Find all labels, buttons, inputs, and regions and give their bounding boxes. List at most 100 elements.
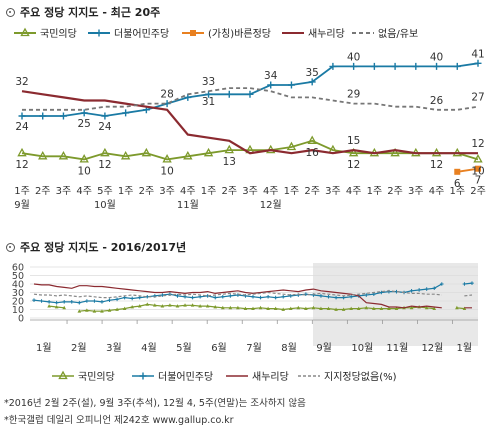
circle-bullet-icon — [6, 243, 15, 252]
data-point — [47, 300, 51, 304]
data-point — [266, 306, 270, 311]
data-point — [417, 288, 421, 292]
data-point — [273, 306, 278, 311]
legend-item: 국민의당 — [52, 370, 115, 383]
data-label: 33 — [202, 76, 215, 88]
data-label: 32 — [15, 76, 28, 88]
data-point — [220, 294, 225, 299]
series-line — [33, 290, 473, 299]
data-label: 41 — [471, 48, 484, 60]
data-point — [319, 306, 323, 311]
data-point — [304, 292, 308, 296]
data-point — [153, 303, 157, 307]
data-point — [183, 150, 193, 160]
series-line — [457, 167, 479, 173]
y-tick-label: 20 — [12, 297, 24, 308]
data-label: 12 — [98, 159, 111, 171]
footnote-2: *한국갤럽 데일리 오피니언 제242호 www.gallup.co.kr — [4, 415, 234, 426]
legend-marker — [58, 370, 68, 380]
data-label: 6 — [454, 178, 461, 190]
data-point — [273, 295, 278, 300]
data-point — [304, 306, 308, 311]
data-label: 12 — [347, 159, 360, 171]
legend-item: 지지정당없음(%) — [298, 370, 397, 383]
x-tick-label: 4월 — [141, 342, 157, 354]
data-label: 24 — [15, 121, 29, 133]
x-tick-label: 6월 — [211, 342, 227, 354]
data-point — [77, 300, 82, 305]
x-tick-label: 1주 — [367, 186, 383, 197]
data-point — [307, 135, 317, 144]
y-tick-label: 50 — [12, 271, 24, 282]
data-label: 31 — [202, 96, 215, 108]
data-point — [473, 154, 483, 163]
data-point — [348, 147, 359, 157]
legend-item: (가칭)바른정당 — [182, 28, 271, 40]
data-label: 40 — [347, 51, 360, 63]
data-point — [474, 59, 482, 67]
data-point — [372, 306, 376, 311]
data-point — [54, 304, 59, 309]
chart1-title-text: 주요 정당 지지도 - 최근 20주 — [20, 6, 161, 19]
data-point — [77, 309, 82, 313]
data-point — [62, 300, 67, 304]
x-tick-label: 1주 — [284, 186, 300, 197]
x-tick-label: 2주 — [470, 186, 486, 197]
data-point — [356, 306, 361, 311]
data-point — [236, 305, 240, 310]
data-point — [213, 304, 218, 309]
data-point — [122, 109, 130, 117]
y-tick-label: 30 — [12, 288, 24, 299]
data-point — [32, 298, 36, 302]
data-label: 10 — [471, 165, 484, 177]
data-label: 12 — [430, 159, 443, 171]
data-point — [412, 62, 420, 70]
data-point — [190, 303, 195, 307]
legend-item: 국민의당 — [14, 27, 77, 40]
data-point — [85, 308, 89, 312]
series-line — [33, 283, 472, 309]
legend-label: 국민의당 — [78, 371, 115, 383]
x-tick-label: 2주 — [304, 186, 320, 197]
data-point — [326, 294, 331, 299]
legend-label: 새누리당 — [308, 28, 345, 40]
data-point — [349, 306, 353, 311]
x-tick-label: 1월 — [36, 342, 52, 354]
data-point — [288, 294, 293, 298]
data-point — [462, 282, 467, 286]
x-tick-label: 4주 — [429, 186, 445, 197]
x-tick-label: 1주 — [449, 186, 465, 197]
data-label: 12 — [15, 159, 28, 171]
data-point — [439, 282, 444, 286]
chart1: 국민의당 더불어민주당 (가칭)바른정당 새누리당 없음/유보 12 10 12 10 13 16 1… — [14, 27, 486, 211]
y-tick-label: 10 — [12, 305, 24, 316]
data-point — [432, 306, 437, 311]
x-tick-label: 1주 — [118, 186, 134, 197]
data-point — [267, 81, 275, 89]
data-point — [390, 147, 400, 157]
data-point — [246, 90, 254, 98]
legend-label: 더불어민주당 — [114, 28, 169, 40]
data-point — [100, 147, 110, 157]
data-point — [350, 62, 358, 70]
data-point — [69, 300, 74, 304]
data-point — [160, 304, 165, 308]
data-point — [100, 309, 104, 313]
x-tick-label: 10월 — [351, 342, 373, 354]
data-point — [281, 307, 286, 311]
x-tick-label: 3주 — [56, 186, 72, 197]
data-label: 10 — [77, 165, 90, 177]
data-point — [18, 112, 26, 120]
x-tick-label: 4주 — [76, 186, 92, 197]
data-point — [243, 306, 248, 311]
legend-item: 더불어민주당 — [132, 371, 213, 383]
x-tick-label: 3주 — [325, 186, 341, 197]
legend-marker — [20, 27, 30, 37]
legend-label: 지지정당없음(%) — [324, 370, 397, 383]
data-point — [58, 150, 69, 160]
data-label: 15 — [347, 135, 360, 147]
data-label: 10 — [160, 165, 173, 177]
data-point — [475, 165, 481, 172]
data-point — [183, 303, 187, 307]
